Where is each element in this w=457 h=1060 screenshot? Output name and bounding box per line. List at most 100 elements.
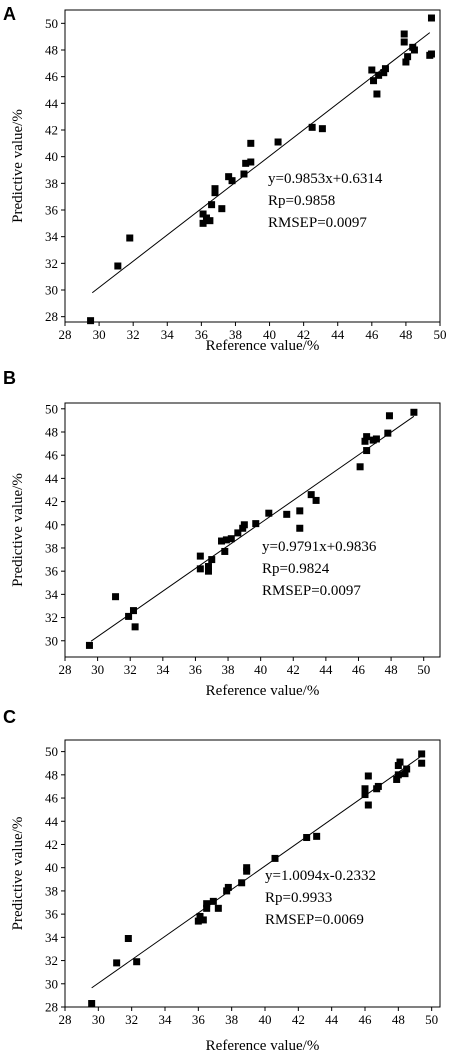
y-tick-label: 50: [45, 401, 58, 416]
y-tick-label: 38: [45, 176, 58, 191]
x-tick-label: 34: [159, 1012, 173, 1027]
data-point: [307, 491, 315, 499]
x-tick-label: 50: [417, 662, 430, 677]
plot-frame: [64, 402, 441, 658]
data-point: [372, 435, 380, 443]
x-tick-label: 32: [124, 662, 137, 677]
y-tick-label: 30: [45, 976, 58, 991]
data-point: [394, 771, 402, 779]
data-point: [374, 782, 382, 790]
x-tick-label: 44: [325, 1012, 339, 1027]
data-point: [361, 437, 369, 445]
x-tick-label: 44: [319, 662, 333, 677]
data-point: [240, 521, 248, 529]
data-point: [222, 536, 230, 544]
data-point: [393, 775, 401, 783]
data-point: [204, 563, 212, 571]
annotation: Rp=0.9933: [265, 890, 332, 906]
y-tick-label: 42: [45, 837, 58, 852]
x-tick-label: 38: [229, 327, 242, 342]
y-tick-label: 50: [45, 16, 58, 31]
y-tick-label: 48: [45, 43, 58, 58]
data-point: [318, 125, 326, 133]
x-tick-label: 40: [259, 1012, 272, 1027]
data-point: [404, 53, 412, 61]
panel-label-a: A: [3, 4, 16, 24]
data-point: [271, 854, 279, 862]
data-point: [214, 904, 222, 912]
data-point: [427, 50, 435, 58]
y-tick-label: 40: [45, 149, 58, 164]
data-point: [283, 510, 291, 518]
y-tick-label: 32: [45, 953, 58, 968]
y-tick-label: 44: [45, 471, 59, 486]
data-point: [427, 14, 435, 22]
data-point: [312, 496, 320, 504]
annotation: RMSEP=0.0097: [262, 583, 361, 599]
y-tick-label: 48: [45, 424, 58, 439]
data-point: [124, 935, 132, 943]
data-point: [218, 205, 226, 213]
y-tick-label: 28: [45, 309, 58, 324]
y-tick-label: 50: [45, 744, 58, 759]
y-tick-label: 30: [45, 633, 58, 648]
data-point: [364, 772, 372, 780]
x-axis-title: Reference value/%: [206, 338, 320, 354]
y-tick-label: 30: [45, 283, 58, 298]
panel-c: C 28 30 32 34 36 38 40 42 44 46 48 50 28 30 32 34 36 38 40…: [3, 707, 441, 1054]
data-point: [208, 556, 216, 564]
data-point: [375, 71, 383, 79]
data-point: [243, 864, 251, 872]
x-tick-label: 40: [263, 327, 276, 342]
data-point: [203, 900, 211, 908]
x-tick-label: 42: [292, 1012, 305, 1027]
data-point: [85, 641, 93, 649]
annotation: RMSEP=0.0097: [268, 215, 367, 231]
data-point: [221, 547, 229, 555]
x-tick-label: 30: [93, 327, 106, 342]
data-point: [194, 917, 202, 925]
data-point: [402, 58, 410, 66]
data-point: [208, 201, 216, 209]
x-axis-title: Reference value/%: [206, 1038, 320, 1054]
data-point: [385, 412, 393, 420]
data-point: [131, 623, 139, 631]
panel-label-c: C: [3, 707, 16, 727]
y-tick-label: 46: [45, 791, 59, 806]
y-tick-label: 48: [45, 767, 58, 782]
y-tick-label: 32: [45, 610, 58, 625]
fit-line: [90, 415, 415, 642]
y-tick-label: 34: [45, 930, 59, 945]
y-tick-label: 44: [45, 814, 59, 829]
data-point: [133, 958, 141, 966]
x-tick-label: 46: [359, 1012, 373, 1027]
data-point: [403, 765, 411, 773]
data-point: [225, 173, 233, 181]
x-tick-label: 34: [156, 662, 170, 677]
data-point: [396, 758, 404, 766]
y-tick-label: 28: [45, 1000, 58, 1015]
x-tick-label: 44: [331, 327, 345, 342]
data-point: [252, 520, 260, 528]
x-tick-label: 38: [225, 1012, 238, 1027]
data-point: [356, 463, 364, 471]
y-tick-label: 40: [45, 860, 58, 875]
data-point: [199, 219, 207, 227]
data-point: [410, 408, 418, 416]
x-tick-label: 36: [195, 327, 209, 342]
data-point: [211, 185, 219, 193]
x-tick-label: 30: [91, 662, 104, 677]
y-tick-label: 34: [45, 229, 59, 244]
x-tick-label: 42: [287, 662, 300, 677]
data-point: [218, 537, 226, 545]
x-tick-label: 32: [127, 327, 140, 342]
data-point: [308, 123, 316, 131]
y-tick-label: 42: [45, 123, 58, 138]
data-point: [240, 170, 248, 178]
data-point: [199, 210, 207, 218]
data-point: [199, 916, 207, 924]
y-axis-title: Predictive value/%: [10, 817, 26, 931]
data-point: [363, 433, 371, 441]
data-point: [203, 904, 211, 912]
